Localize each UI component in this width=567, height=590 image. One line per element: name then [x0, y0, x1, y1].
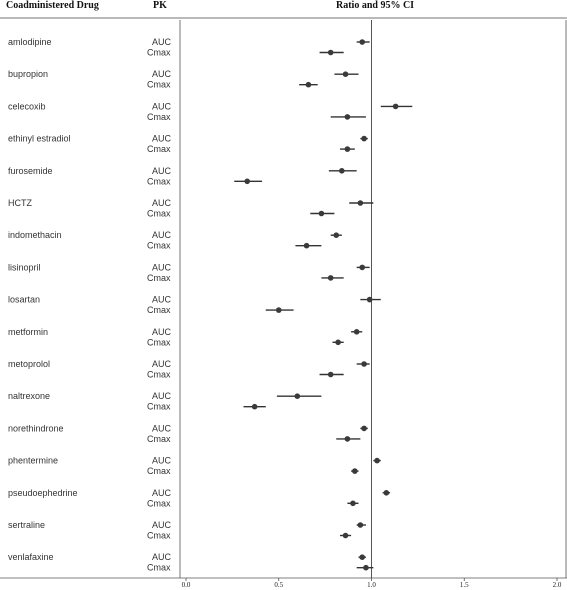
- drug-label: norethindrone: [8, 423, 64, 433]
- point-estimate-cmax: [344, 146, 351, 152]
- drug-label: amlodipine: [8, 37, 52, 47]
- pk-label-cmax: Cmax: [147, 80, 171, 90]
- pk-label-cmax: Cmax: [147, 209, 171, 219]
- point-estimate-auc: [359, 554, 366, 560]
- point-estimate-auc: [333, 232, 340, 238]
- pk-label-auc: AUC: [152, 456, 172, 466]
- point-estimate-auc: [374, 457, 380, 464]
- point-estimate-auc: [359, 39, 366, 45]
- pk-label-auc: AUC: [152, 198, 172, 208]
- pk-label-auc: AUC: [152, 69, 172, 79]
- pk-label-cmax: Cmax: [147, 305, 171, 315]
- pk-label-auc: AUC: [152, 391, 172, 401]
- drug-label: venlafaxine: [8, 552, 54, 562]
- drug-label: sertraline: [8, 520, 45, 530]
- point-estimate-cmax: [318, 210, 325, 217]
- pk-label-cmax: Cmax: [147, 402, 171, 412]
- point-estimate-cmax: [275, 307, 282, 313]
- point-estimate-auc: [359, 264, 366, 271]
- point-estimate-auc: [366, 296, 373, 303]
- pk-label-auc: AUC: [152, 552, 172, 562]
- drug-label: pseudoephedrine: [8, 488, 78, 498]
- pk-label-cmax: Cmax: [147, 466, 171, 476]
- point-estimate-auc: [294, 393, 301, 400]
- x-tick-label: 0.0: [182, 581, 191, 589]
- header-ratio-ci: Ratio and 95% CI: [336, 0, 414, 11]
- point-estimate-cmax: [363, 564, 369, 571]
- pk-label-cmax: Cmax: [147, 144, 171, 154]
- point-estimate-cmax: [251, 403, 258, 410]
- pk-label-cmax: Cmax: [147, 112, 171, 122]
- point-estimate-cmax: [327, 371, 334, 378]
- drug-label: indomethacin: [8, 230, 62, 240]
- point-estimate-cmax: [350, 500, 356, 507]
- pk-label-cmax: Cmax: [147, 337, 171, 347]
- point-estimate-cmax: [303, 242, 310, 249]
- drug-label: HCTZ: [8, 198, 32, 208]
- drug-label: metoprolol: [8, 359, 50, 369]
- point-estimate-cmax: [244, 178, 251, 185]
- pk-label-auc: AUC: [152, 520, 172, 530]
- point-estimate-auc: [361, 135, 367, 142]
- drug-label: celecoxib: [8, 101, 46, 111]
- point-estimate-cmax: [327, 49, 334, 56]
- x-tick-label: 2.0: [553, 581, 562, 589]
- point-estimate-auc: [383, 490, 390, 496]
- pk-label-cmax: Cmax: [147, 241, 171, 251]
- drug-label: naltrexone: [8, 391, 50, 401]
- pk-label-cmax: Cmax: [147, 531, 171, 541]
- drug-label: bupropion: [8, 69, 48, 79]
- pk-label-auc: AUC: [152, 37, 172, 47]
- drug-label: ethinyl estradiol: [8, 134, 71, 144]
- point-estimate-auc: [353, 329, 360, 335]
- pk-label-auc: AUC: [152, 488, 172, 498]
- point-estimate-cmax: [327, 275, 334, 281]
- pk-label-cmax: Cmax: [147, 498, 171, 508]
- pk-label-cmax: Cmax: [147, 563, 171, 573]
- pk-label-auc: AUC: [152, 327, 172, 337]
- point-estimate-cmax: [344, 114, 351, 120]
- x-tick-label: 1.0: [367, 581, 376, 589]
- pk-label-cmax: Cmax: [147, 370, 171, 380]
- pk-label-cmax: Cmax: [147, 48, 171, 58]
- pk-label-auc: AUC: [152, 359, 172, 369]
- point-estimate-auc: [361, 361, 367, 367]
- point-estimate-cmax: [352, 468, 358, 474]
- header-pk: PK: [153, 0, 167, 11]
- pk-label-cmax: Cmax: [147, 434, 171, 444]
- pk-label-auc: AUC: [152, 295, 172, 305]
- x-tick-label: 0.5: [274, 581, 283, 589]
- pk-label-auc: AUC: [152, 262, 172, 272]
- pk-label-auc: AUC: [152, 134, 172, 144]
- pk-label-cmax: Cmax: [147, 176, 171, 186]
- drug-label: metformin: [8, 327, 48, 337]
- point-estimate-cmax: [335, 339, 341, 346]
- point-estimate-cmax: [342, 532, 349, 539]
- drug-label: phentermine: [8, 456, 58, 466]
- drug-label: lisinopril: [8, 262, 41, 272]
- pk-label-cmax: Cmax: [147, 273, 171, 283]
- pk-label-auc: AUC: [152, 166, 172, 176]
- point-estimate-auc: [339, 168, 345, 174]
- header-coadministered-drug: Coadministered Drug: [6, 0, 99, 11]
- point-estimate-cmax: [344, 436, 351, 442]
- x-tick-label: 1.5: [460, 581, 469, 589]
- drug-label: furosemide: [8, 166, 53, 176]
- pk-label-auc: AUC: [152, 101, 172, 111]
- point-estimate-auc: [342, 71, 349, 77]
- point-estimate-auc: [392, 103, 399, 110]
- point-estimate-auc: [357, 200, 364, 206]
- drug-label: losartan: [8, 295, 40, 305]
- point-estimate-cmax: [305, 81, 312, 88]
- point-estimate-auc: [357, 522, 364, 528]
- pk-label-auc: AUC: [152, 423, 172, 433]
- pk-label-auc: AUC: [152, 230, 172, 240]
- point-estimate-auc: [361, 425, 367, 432]
